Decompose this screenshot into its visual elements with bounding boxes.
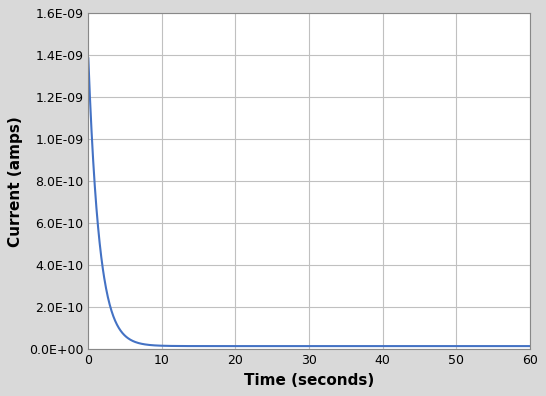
X-axis label: Time (seconds): Time (seconds)	[244, 373, 374, 388]
Y-axis label: Current (amps): Current (amps)	[8, 116, 23, 247]
